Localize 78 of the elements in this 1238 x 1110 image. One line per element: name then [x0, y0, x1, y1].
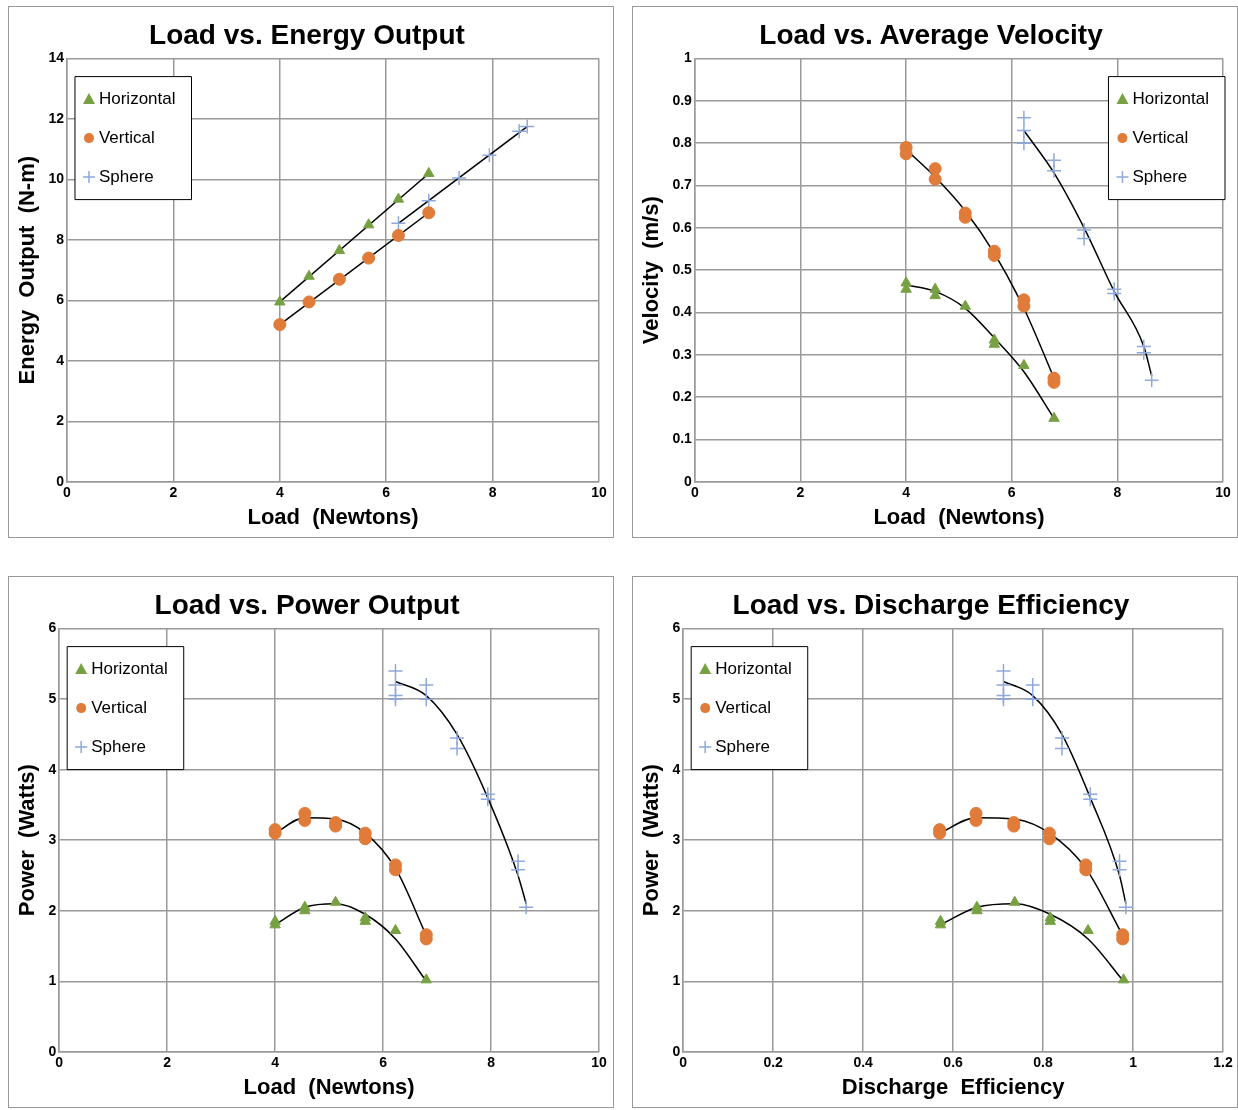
y-tick-label: 2	[56, 412, 65, 429]
x-tick-label: 6	[379, 1054, 388, 1071]
legend-label: Vertical	[1132, 127, 1189, 147]
legend-label: Horizontal	[1132, 88, 1210, 108]
y-axis-title: Energy Output (N-m)	[14, 155, 40, 385]
x-axis-title: Load (Newtons)	[247, 503, 419, 529]
y-tick-label: 1	[684, 49, 693, 66]
x-tick-label: 6	[382, 484, 391, 501]
x-tick-label: 2	[796, 484, 805, 501]
chart-title: Load vs. Discharge Efficiency	[732, 588, 1130, 620]
y-tick-label: 0	[672, 1042, 681, 1059]
x-tick-label: 0.8	[1033, 1054, 1053, 1071]
x-tick-label: 8	[1113, 484, 1122, 501]
legend-label: Sphere	[715, 736, 771, 756]
y-tick-label: 0.8	[672, 134, 693, 151]
y-tick-label: 0	[684, 472, 693, 489]
chart-title: Load vs. Power Output	[154, 588, 460, 620]
y-tick-label: 6	[48, 619, 57, 636]
legend-label: Horizontal	[98, 88, 176, 108]
legend-label: Sphere	[98, 166, 154, 186]
x-tick-label: 4	[902, 484, 911, 501]
legend-label: Horizontal	[715, 658, 792, 678]
legend-label: Vertical	[715, 697, 771, 717]
x-tick-label: 6	[1007, 484, 1016, 501]
x-tick-label: 1	[1129, 1054, 1138, 1071]
y-tick-label: 0.2	[672, 388, 693, 405]
x-tick-label: 4	[271, 1054, 280, 1071]
y-tick-label: 0.5	[672, 261, 693, 278]
x-tick-label: 8	[487, 1054, 496, 1071]
legend-label: Vertical	[91, 697, 147, 717]
x-tick-label: 2	[163, 1054, 172, 1071]
y-tick-label: 0.7	[672, 176, 693, 193]
y-tick-label: 12	[48, 109, 65, 126]
y-tick-label: 1	[672, 972, 681, 989]
y-tick-label: 0.1	[672, 430, 693, 447]
y-tick-label: 4	[672, 760, 681, 777]
x-tick-label: 10	[591, 484, 607, 501]
chart-title: Load vs. Energy Output	[149, 18, 465, 50]
x-tick-label: 2	[169, 484, 178, 501]
x-tick-label: 0.4	[853, 1054, 874, 1071]
x-tick-label: 10	[591, 1054, 607, 1071]
y-tick-label: 6	[56, 291, 65, 308]
x-tick-label: 0.6	[943, 1054, 964, 1071]
y-tick-label: 0.4	[672, 303, 693, 320]
x-tick-label: 1.2	[1213, 1054, 1233, 1071]
y-tick-label: 5	[48, 689, 57, 706]
x-tick-label: 0.2	[763, 1054, 784, 1071]
y-tick-label: 0	[48, 1042, 57, 1059]
x-axis-title: Discharge Efficiency	[841, 1073, 1066, 1099]
y-tick-label: 1	[48, 972, 57, 989]
y-tick-label: 3	[672, 831, 681, 848]
y-axis-title: Power (Watts)	[14, 764, 40, 917]
x-tick-label: 8	[488, 484, 497, 501]
x-axis-title: Load (Newtons)	[243, 1073, 415, 1099]
legend-label: Vertical	[98, 127, 155, 147]
y-tick-label: 5	[672, 689, 681, 706]
y-tick-label: 0	[56, 472, 65, 489]
chart-title: Load vs. Average Velocity	[759, 18, 1104, 50]
y-tick-label: 10	[48, 170, 65, 187]
y-axis-title: Power (Watts)	[638, 764, 664, 917]
y-tick-label: 4	[56, 351, 65, 368]
y-tick-label: 3	[48, 831, 57, 848]
y-axis-title: Velocity (m/s)	[638, 196, 664, 345]
y-tick-label: 2	[672, 901, 681, 918]
legend-label: Sphere	[91, 736, 147, 756]
y-tick-label: 8	[56, 230, 65, 247]
y-tick-label: 0.3	[672, 345, 693, 362]
legend-label: Horizontal	[91, 658, 168, 678]
y-tick-label: 0.9	[672, 91, 693, 108]
legend-label: Sphere	[1132, 166, 1188, 186]
x-tick-label: 10	[1215, 484, 1231, 501]
y-tick-label: 0.6	[672, 218, 693, 235]
y-tick-label: 6	[672, 619, 681, 636]
x-axis-title: Load (Newtons)	[873, 503, 1045, 529]
x-tick-label: 4	[275, 484, 284, 501]
y-tick-label: 14	[48, 49, 65, 66]
y-tick-label: 2	[48, 901, 57, 918]
y-tick-label: 4	[48, 760, 57, 777]
